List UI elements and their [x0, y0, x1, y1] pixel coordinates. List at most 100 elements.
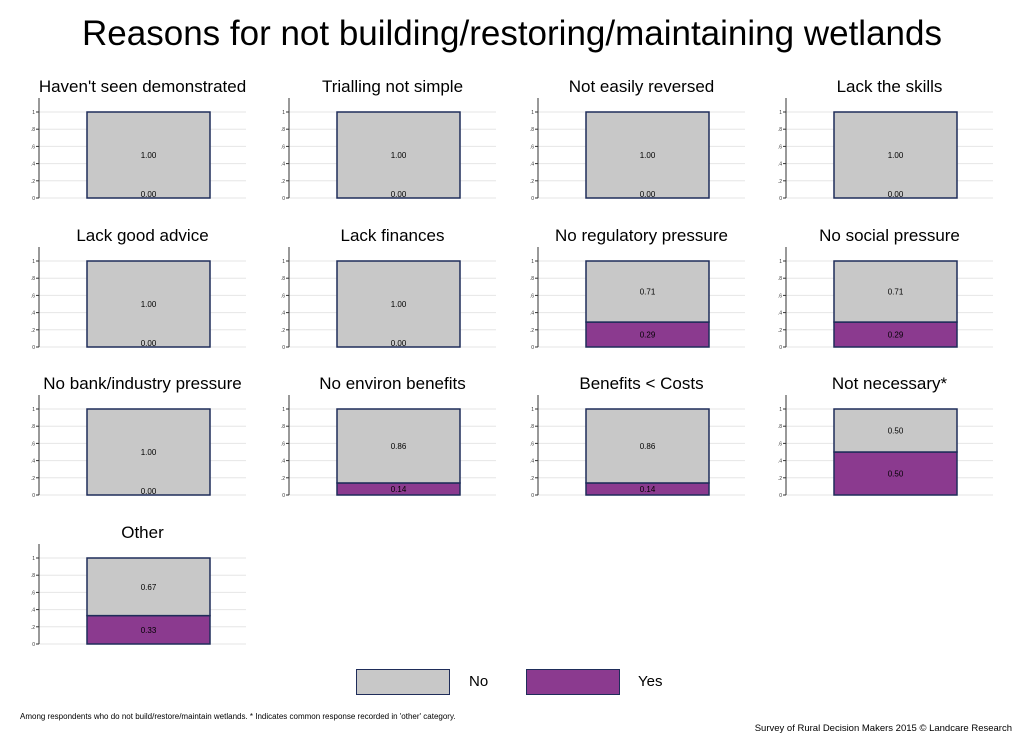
y-tick-label: .2	[281, 328, 285, 334]
y-tick-label: .6	[281, 293, 285, 299]
y-tick-label: 0	[282, 345, 285, 351]
bar-label-yes: 0.00	[640, 190, 656, 199]
y-tick-label: .6	[281, 144, 285, 150]
y-tick-label: 1	[32, 259, 35, 265]
bar-label-no: 1.00	[888, 151, 904, 160]
panel-12: Not necessary* 0 .2 .4 .6 .8 1 0.50 0.50	[778, 374, 993, 499]
panel-title: No social pressure	[819, 226, 960, 245]
bar-label-yes: 0.00	[141, 190, 157, 199]
bar-label-no: 0.71	[640, 288, 656, 297]
bar-yes	[833, 321, 958, 348]
panel-7: No regulatory pressure 0 .2 .4 .6 .8 1 0.71 0.29	[530, 226, 745, 351]
y-tick-label: .6	[530, 293, 534, 299]
bar-no	[833, 408, 958, 453]
bar-no	[336, 111, 461, 199]
panel-title: Lack the skills	[837, 77, 943, 96]
y-tick-label: .4	[530, 459, 534, 465]
y-tick-label: .6	[31, 144, 35, 150]
y-tick-label: 0	[531, 345, 534, 351]
y-tick-label: 1	[32, 556, 35, 562]
y-tick-label: 0	[779, 196, 782, 202]
y-tick-label: 0	[531, 493, 534, 499]
bar-label-no: 0.86	[391, 442, 407, 451]
y-tick-label: .8	[281, 424, 285, 430]
panel-title: No regulatory pressure	[555, 226, 728, 245]
y-tick-label: .2	[530, 179, 534, 185]
y-tick-label: .8	[31, 573, 35, 579]
bar-label-yes: 0.00	[888, 190, 904, 199]
bar-label-yes: 0.14	[391, 485, 407, 494]
bar-no	[833, 111, 958, 199]
bar-no	[86, 260, 211, 348]
y-tick-label: .4	[778, 459, 782, 465]
y-tick-label: 0	[32, 642, 35, 648]
panel-title: Benefits < Costs	[579, 374, 703, 393]
panel-10: No environ benefits 0 .2 .4 .6 .8 1 0.86 0.14	[281, 374, 496, 499]
panel-2: Trialling not simple 0 .2 .4 .6 .8 1 1.00 0.00	[281, 77, 496, 202]
panel-title: Haven't seen demonstrated	[39, 77, 246, 96]
bar-label-yes: 0.33	[141, 626, 157, 635]
bar-no	[86, 111, 211, 199]
y-tick-label: .8	[31, 127, 35, 133]
y-tick-label: 0	[531, 196, 534, 202]
legend-swatch-no	[356, 669, 450, 695]
y-tick-label: 0	[779, 493, 782, 499]
y-tick-label: .4	[778, 311, 782, 317]
y-tick-label: .6	[778, 441, 782, 447]
y-tick-label: 0	[779, 345, 782, 351]
y-tick-label: .2	[31, 328, 35, 334]
footnote: Among respondents who do not build/resto…	[20, 712, 456, 721]
y-tick-label: .2	[530, 328, 534, 334]
y-tick-label: .4	[31, 608, 35, 614]
panel-title: Lack good advice	[76, 226, 208, 245]
y-tick-label: .4	[31, 311, 35, 317]
y-tick-label: .2	[281, 476, 285, 482]
bar-label-yes: 0.00	[391, 190, 407, 199]
y-tick-label: .8	[778, 127, 782, 133]
bar-label-no: 0.86	[640, 442, 656, 451]
y-tick-label: .8	[778, 424, 782, 430]
y-tick-label: .4	[31, 162, 35, 168]
y-tick-label: .2	[31, 476, 35, 482]
bar-no	[833, 260, 958, 323]
bar-no	[336, 260, 461, 348]
y-tick-label: .4	[530, 311, 534, 317]
panel-11: Benefits < Costs 0 .2 .4 .6 .8 1 0.86 0.14	[530, 374, 745, 499]
y-tick-label: .6	[31, 441, 35, 447]
bar-yes	[833, 451, 958, 496]
y-tick-label: .4	[281, 162, 285, 168]
bar-label-yes: 0.29	[888, 331, 904, 340]
panel-9: No bank/industry pressure 0 .2 .4 .6 .8 1 1.00 0…	[31, 374, 246, 499]
y-tick-label: 1	[531, 407, 534, 413]
panel-title: No bank/industry pressure	[43, 374, 241, 393]
bar-label-yes: 0.00	[141, 339, 157, 348]
bar-label-yes: 0.50	[888, 470, 904, 479]
y-tick-label: .8	[281, 127, 285, 133]
panel-4: Lack the skills 0 .2 .4 .6 .8 1 1.00 0.00	[778, 77, 993, 202]
y-tick-label: 0	[32, 345, 35, 351]
bar-label-no: 0.71	[888, 288, 904, 297]
bar-label-no: 1.00	[141, 448, 157, 457]
bar-no	[585, 260, 710, 323]
bar-no	[336, 408, 461, 484]
legend-label-no: No	[469, 673, 489, 690]
y-tick-label: .2	[281, 179, 285, 185]
y-tick-label: 1	[779, 259, 782, 265]
panel-title: Not necessary*	[832, 374, 948, 393]
y-tick-label: 1	[32, 407, 35, 413]
bar-no	[585, 111, 710, 199]
bar-label-no: 1.00	[141, 300, 157, 309]
y-tick-label: .6	[31, 293, 35, 299]
y-tick-label: 0	[282, 196, 285, 202]
panel-6: Lack finances 0 .2 .4 .6 .8 1 1.00 0.00	[281, 226, 496, 351]
y-tick-label: .4	[778, 162, 782, 168]
y-tick-label: .6	[530, 441, 534, 447]
y-tick-label: 1	[282, 110, 285, 116]
y-tick-label: .6	[530, 144, 534, 150]
y-tick-label: 0	[32, 196, 35, 202]
y-tick-label: 0	[32, 493, 35, 499]
y-tick-label: 1	[282, 259, 285, 265]
legend-swatch-yes	[526, 669, 620, 695]
y-tick-label: 1	[779, 110, 782, 116]
chart-title: Reasons for not building/restoring/maint…	[82, 14, 942, 53]
